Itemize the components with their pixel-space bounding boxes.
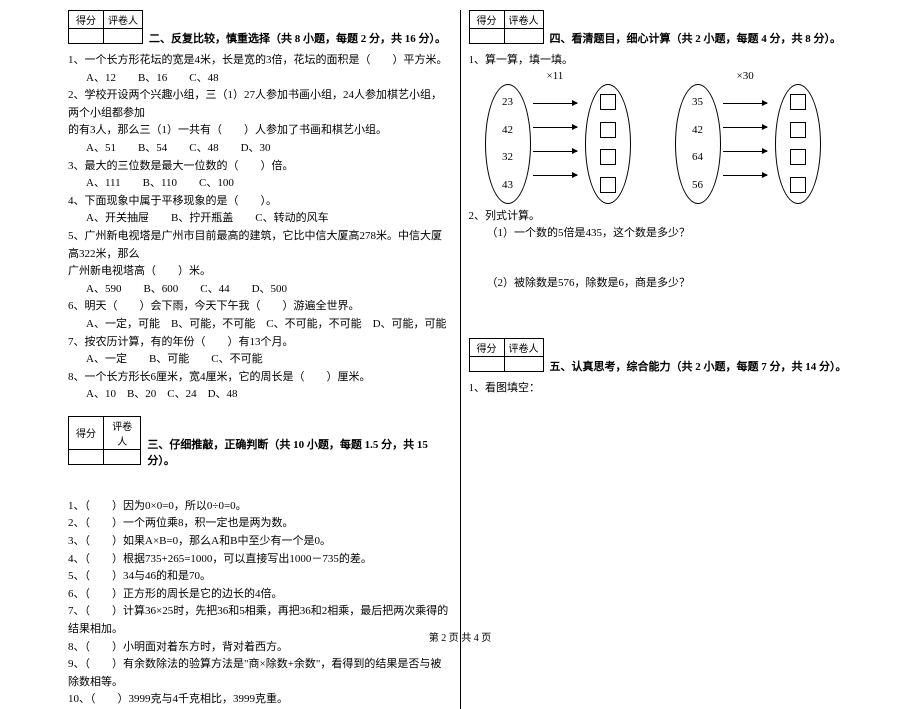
s3-item: 6、（ ）正方形的周长是它的边长的4倍。 [68, 586, 452, 604]
score-label: 得分 [469, 339, 504, 357]
score-box-s3: 得分评卷人 [68, 416, 141, 465]
arrow-icon [723, 175, 767, 176]
s2-q5a: 5、广州新电视塔是广州市目前最高的建筑，它比中信大厦高278米。中信大厦高322… [68, 228, 452, 263]
arrow-icon [533, 103, 577, 104]
mult-label-1: ×11 [547, 70, 564, 82]
score-cell [469, 357, 504, 372]
s3-item: 9、（ ）有余数除法的验算方法是"商×除数+余数"，看得到的结果是否与被除数相等… [68, 656, 452, 691]
answer-box[interactable] [600, 177, 616, 193]
arrow-icon [533, 175, 577, 176]
s2-q6: 6、明天（ ）会下雨，今天下午我（ ）游遍全世界。 [68, 298, 452, 316]
answer-box[interactable] [600, 94, 616, 110]
answer-box[interactable] [600, 149, 616, 165]
num: 64 [692, 151, 703, 163]
score-label: 得分 [69, 11, 104, 29]
right-column: 得分评卷人 四、看清题目，细心计算（共 2 小题，每题 4 分，共 8 分）。 … [461, 10, 861, 709]
oval-left-2: 35 42 64 56 [675, 84, 721, 204]
num: 42 [502, 124, 513, 136]
num: 23 [502, 96, 513, 108]
section5-title: 五、认真思考，综合能力（共 2 小题，每题 7 分，共 14 分）。 [550, 358, 847, 374]
score-cell [69, 29, 104, 44]
mult-label-2: ×30 [737, 70, 754, 82]
answer-box[interactable] [600, 122, 616, 138]
arrows-2 [723, 92, 771, 188]
answer-box[interactable] [790, 94, 806, 110]
s3-item: 10、（ ）3999克与4千克相比，3999克重。 [68, 691, 452, 709]
arrow-icon [723, 103, 767, 104]
s2-q2a: 2、学校开设两个兴趣小组，三（1）27人参加书画小组，24人参加棋艺小组，两个小… [68, 87, 452, 122]
section2-head: 得分评卷人 二、反复比较，慎重选择（共 8 小题，每题 2 分，共 16 分）。 [68, 10, 452, 50]
section4-title: 四、看清题目，细心计算（共 2 小题，每题 4 分，共 8 分）。 [550, 30, 842, 46]
s2-q5b: 广州新电视塔高（ ）米。 [68, 263, 452, 281]
page-container: 得分评卷人 二、反复比较，慎重选择（共 8 小题，每题 2 分，共 16 分）。… [0, 0, 920, 709]
s2-q1: 1、一个长方形花坛的宽是4米，长是宽的3倍，花坛的面积是（ ）平方米。 [68, 52, 452, 70]
s2-q8-opts: A、10 B、20 C、24 D、48 [68, 386, 452, 404]
page-footer: 第 2 页 共 4 页 [0, 629, 920, 644]
reviewer-label: 评卷人 [504, 11, 543, 29]
s3-item: 5、（ ）34与46的和是70。 [68, 568, 452, 586]
s2-q2b: 的有3人，那么三（1）一共有（ ）人参加了书画和棋艺小组。 [68, 122, 452, 140]
s2-q3: 3、最大的三位数是最大一位数的（ ）倍。 [68, 158, 452, 176]
s2-q4-opts: A、开关抽屉 B、拧开瓶盖 C、转动的风车 [68, 210, 452, 228]
arrows-1 [533, 92, 581, 188]
reviewer-label: 评卷人 [504, 339, 543, 357]
arrow-icon [533, 151, 577, 152]
s4-q1: 1、算一算，填一填。 [469, 52, 853, 70]
num: 42 [692, 124, 703, 136]
score-box-s4: 得分评卷人 [469, 10, 544, 44]
answer-box[interactable] [790, 122, 806, 138]
s4-q2b: （2）被除数是576，除数是6，商是多少？ [469, 275, 853, 293]
s2-q2-opts: A、51 B、54 C、48 D、30 [68, 140, 452, 158]
s2-q3-opts: A、111 B、110 C、100 [68, 175, 452, 193]
arrow-icon [533, 127, 577, 128]
answer-box[interactable] [790, 149, 806, 165]
reviewer-cell [504, 29, 543, 44]
section5-head: 得分评卷人 五、认真思考，综合能力（共 2 小题，每题 7 分，共 14 分）。 [469, 338, 853, 378]
fill-diagram: 23 42 32 43 ×11 35 42 64 [485, 74, 845, 204]
section2-title: 二、反复比较，慎重选择（共 8 小题，每题 2 分，共 16 分）。 [149, 30, 446, 46]
s3-item: 4、（ ）根据735+265=1000，可以直接写出1000－735的差。 [68, 551, 452, 569]
s2-q8: 8、一个长方形长6厘米，宽4厘米，它的周长是（ ）厘米。 [68, 369, 452, 387]
reviewer-cell [104, 449, 141, 464]
s4-q2: 2、列式计算。 [469, 208, 853, 226]
score-cell [469, 29, 504, 44]
oval-left-1: 23 42 32 43 [485, 84, 531, 204]
score-label: 得分 [469, 11, 504, 29]
reviewer-label: 评卷人 [104, 416, 141, 449]
arrow-icon [723, 127, 767, 128]
s2-q4: 4、下面现象中属于平移现象的是（ ）。 [68, 193, 452, 211]
oval-boxes-2 [775, 84, 821, 204]
s3-item: 3、（ ）如果A×B=0，那么A和B中至少有一个是0。 [68, 533, 452, 551]
section4-head: 得分评卷人 四、看清题目，细心计算（共 2 小题，每题 4 分，共 8 分）。 [469, 10, 853, 50]
answer-box[interactable] [790, 177, 806, 193]
s5-q1: 1、看图填空： [469, 380, 853, 398]
num: 35 [692, 96, 703, 108]
score-box-s5: 得分评卷人 [469, 338, 544, 372]
s2-q1-opts: A、12 B、16 C、48 [68, 70, 452, 88]
score-cell [69, 449, 104, 464]
left-column: 得分评卷人 二、反复比较，慎重选择（共 8 小题，每题 2 分，共 16 分）。… [60, 10, 461, 709]
s4-q2a: （1）一个数的5倍是435，这个数是多少？ [469, 225, 853, 243]
section3-head: 得分评卷人 三、仔细推敲，正确判断（共 10 小题，每题 1.5 分，共 15 … [68, 416, 452, 472]
s3-item: 1、（ ）因为0×0=0，所以0÷0=0。 [68, 498, 452, 516]
s2-q7: 7、按农历计算，有的年份（ ）有13个月。 [68, 334, 452, 352]
reviewer-cell [104, 29, 143, 44]
score-label: 得分 [69, 416, 104, 449]
num: 43 [502, 179, 513, 191]
arrow-icon [723, 151, 767, 152]
section3-title: 三、仔细推敲，正确判断（共 10 小题，每题 1.5 分，共 15 分）。 [147, 436, 451, 468]
num: 32 [502, 151, 513, 163]
num: 56 [692, 179, 703, 191]
reviewer-cell [504, 357, 543, 372]
s2-q5-opts: A、590 B、600 C、44 D、500 [68, 281, 452, 299]
s2-q6-opts: A、一定，可能 B、可能，不可能 C、不可能，不可能 D、可能，可能 [68, 316, 452, 334]
reviewer-label: 评卷人 [104, 11, 143, 29]
s2-q7-opts: A、一定 B、可能 C、不可能 [68, 351, 452, 369]
oval-boxes-1 [585, 84, 631, 204]
s3-item: 2、（ ）一个两位乘8，积一定也是两为数。 [68, 515, 452, 533]
score-box-s2: 得分评卷人 [68, 10, 143, 44]
